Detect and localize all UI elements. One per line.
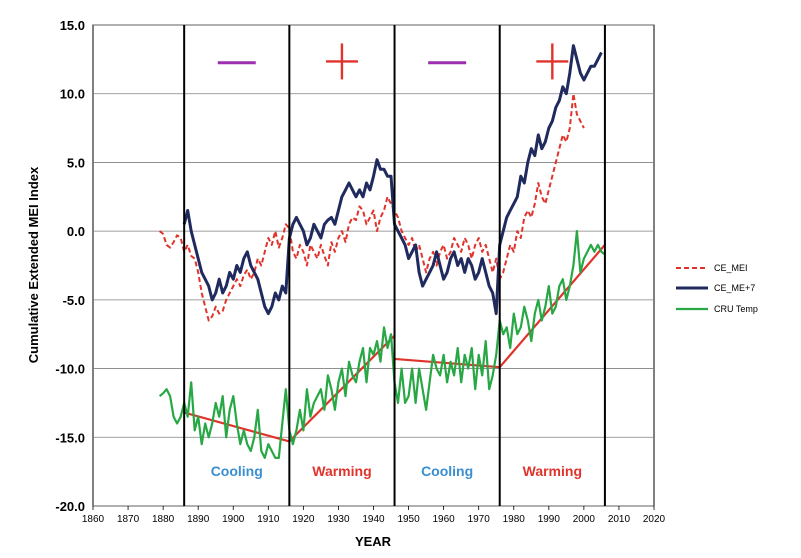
series-line-cru-temp	[158, 230, 606, 459]
x-axis-title: YEAR	[355, 534, 392, 549]
x-tick-label: 1860	[82, 514, 105, 525]
legend: CE_MEI CE_ME+7 CRU Temp	[676, 263, 758, 314]
y-tick-label: -5.0	[63, 293, 85, 308]
x-tick-label: 1980	[503, 514, 526, 525]
y-tick-label: 15.0	[60, 18, 85, 33]
x-tick-label: 1960	[433, 514, 456, 525]
series-line-ce-mei	[158, 92, 585, 322]
y-tick-label: 5.0	[67, 155, 85, 170]
x-tick-label: 1930	[327, 514, 350, 525]
legend-label: CE_ME+7	[714, 283, 755, 293]
grid	[93, 24, 654, 507]
phase-labels: Cooling Warming Cooling Warming	[211, 463, 582, 479]
x-tick-label: 1990	[538, 514, 561, 525]
x-tick-label: 2020	[643, 514, 666, 525]
x-tick-label: 1870	[117, 514, 140, 525]
x-tick-label: 1900	[222, 514, 245, 525]
x-tick-label: 1880	[152, 514, 175, 525]
x-tick-label: 1920	[292, 514, 315, 525]
y-tick-label: 10.0	[60, 87, 85, 102]
y-ticks: -20.0 -15.0 -10.0 -5.0 0.0 5.0 10.0 15.0	[55, 18, 85, 514]
phase-label-cooling: Cooling	[211, 463, 263, 479]
x-tick-label: 1910	[257, 514, 280, 525]
x-tick-label: 1970	[468, 514, 491, 525]
x-tick-label: 2010	[608, 514, 631, 525]
phase-label-warming: Warming	[523, 463, 582, 479]
x-tick-label: 1940	[362, 514, 385, 525]
y-tick-label: -20.0	[55, 499, 85, 514]
y-tick-label: -15.0	[55, 430, 85, 445]
series-line-ce-me-7	[182, 44, 603, 316]
plot-area	[92, 24, 655, 507]
x-tick-label: 1950	[397, 514, 420, 525]
phase-signs	[217, 43, 569, 80]
legend-label: CRU Temp	[714, 304, 758, 314]
y-tick-label: 0.0	[67, 224, 85, 239]
phase-boundaries	[183, 25, 606, 506]
x-ticks: 1860 1870 1880 1890 1900 1910 1920 1930 1940 1950…	[82, 506, 666, 525]
trend-line-2	[288, 334, 396, 443]
legend-label: CE_MEI	[714, 263, 748, 273]
phase-label-cooling: Cooling	[421, 463, 473, 479]
series-lines	[158, 44, 606, 459]
x-tick-label: 2000	[573, 514, 596, 525]
phase-label-warming: Warming	[312, 463, 371, 479]
y-axis-title: Cumulative Extended MEI Index	[26, 166, 41, 363]
x-tick-label: 1890	[187, 514, 210, 525]
y-tick-label: -10.0	[55, 362, 85, 377]
